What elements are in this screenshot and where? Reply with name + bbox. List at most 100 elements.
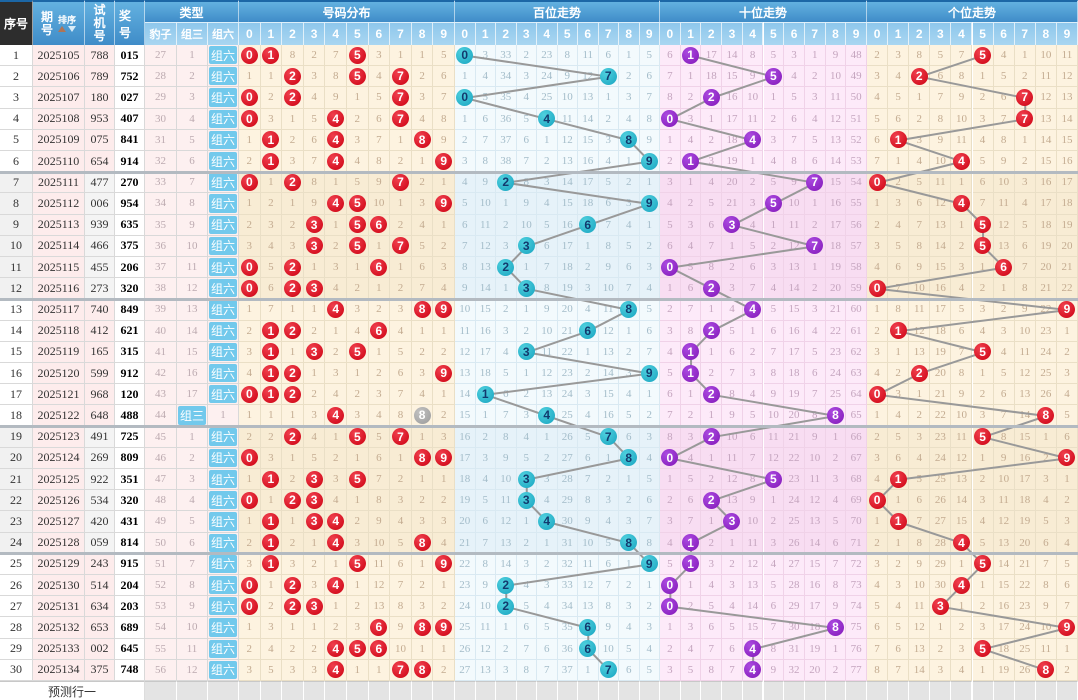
shi-cell: 9 xyxy=(763,384,785,406)
dist-cell: 1 xyxy=(325,596,347,618)
ge-cell: 0 xyxy=(867,278,889,300)
bai-cell: 7 xyxy=(516,151,537,173)
shi-cell: 20 xyxy=(722,172,743,194)
ge-hit-circle: 4 xyxy=(952,576,970,594)
ge-cell: 3 xyxy=(867,553,889,575)
dist-cell: 6 xyxy=(368,320,391,342)
dist-cell: 9 xyxy=(390,617,412,639)
prize-no-cell: 814 xyxy=(115,532,145,554)
ge-cell: 3 xyxy=(1056,363,1078,385)
bai-cell: 2 xyxy=(537,447,558,469)
shi-cell: 77 xyxy=(846,659,867,681)
baozi-miss-cell: 38 xyxy=(145,278,177,300)
dist-hit-circle: 5 xyxy=(348,343,366,361)
zu3-cell: 8 xyxy=(177,193,208,215)
ge-cell: 5 xyxy=(993,66,1015,88)
dist-cell: 2 xyxy=(411,66,434,88)
dist-cell: 2 xyxy=(303,384,326,406)
digit-header: 4 xyxy=(325,22,347,45)
dist-cell: 1 xyxy=(325,320,347,342)
shi-cell: 7 xyxy=(784,129,805,151)
predict-empty-cell xyxy=(804,681,826,700)
dist-hit-circle: 3 xyxy=(305,279,323,297)
bai-hit-circle: 6 xyxy=(579,216,597,234)
ge-cell: 18 xyxy=(993,638,1015,660)
block-separator xyxy=(0,552,1078,556)
shi-cell: 15 xyxy=(742,617,764,639)
shi-hit-circle: 1 xyxy=(682,343,700,361)
test-no-cell: 634 xyxy=(85,596,115,618)
baozi-miss-cell: 27 xyxy=(145,45,177,67)
bai-cell: 3 xyxy=(619,511,640,533)
ge-cell: 11 xyxy=(951,426,973,448)
bai-cell: 10 xyxy=(455,299,476,321)
zu6-type-chip: 组六 xyxy=(209,258,237,277)
shi-cell: 5 xyxy=(722,320,743,342)
bai-cell: 15 xyxy=(557,193,578,215)
bai-cell: 1 xyxy=(639,214,660,236)
ge-cell: 19 xyxy=(1035,235,1057,257)
period-cell: 2025119 xyxy=(33,341,85,363)
shi-cell: 1 xyxy=(660,617,681,639)
shi-cell: 5 xyxy=(742,405,764,427)
prize-no-cell: 407 xyxy=(115,108,145,130)
predict-empty-cell xyxy=(825,681,847,700)
zu3-cell: 17 xyxy=(177,384,208,406)
bai-cell: 3 xyxy=(598,129,619,151)
bai-cell: 6 xyxy=(619,659,640,681)
shi-cell: 8 xyxy=(825,575,847,597)
bai-cell: 8 xyxy=(496,426,517,448)
dist-cell: 3 xyxy=(433,257,455,279)
ge-cell: 4 xyxy=(951,659,973,681)
sort-control[interactable]: 排序 xyxy=(57,15,76,32)
ge-cell: 5 xyxy=(909,469,931,491)
test-no-cell: 269 xyxy=(85,447,115,469)
shi-cell: 18 xyxy=(784,363,805,385)
sort-desc-icon[interactable] xyxy=(67,25,76,32)
sort-asc-icon[interactable] xyxy=(57,25,66,32)
dist-cell: 3 xyxy=(411,193,434,215)
bai-cell: 23 xyxy=(455,575,476,597)
dist-cell: 1 xyxy=(325,172,347,194)
ge-cell: 6 xyxy=(1056,426,1078,448)
dist-cell: 3 xyxy=(411,511,434,533)
ge-cell: 3 xyxy=(1014,172,1036,194)
bai-cell: 4 xyxy=(455,172,476,194)
ge-hit-circle: 5 xyxy=(974,216,992,234)
dist-cell: 7 xyxy=(390,66,412,88)
shi-cell: 58 xyxy=(846,257,867,279)
period-cell: 2025111 xyxy=(33,172,85,194)
shi-cell: 2 xyxy=(660,490,681,512)
ge-cell: 7 xyxy=(951,341,973,363)
ge-cell: 6 xyxy=(1014,235,1036,257)
ge-hit-circle: 0 xyxy=(868,173,886,191)
seq-cell: 28 xyxy=(0,617,33,639)
predict-empty-cell xyxy=(598,681,619,700)
baozi-miss-cell: 28 xyxy=(145,66,177,88)
ge-hit-circle: 6 xyxy=(995,258,1013,276)
dist-cell: 4 xyxy=(325,129,347,151)
dist-cell: 2 xyxy=(282,532,304,554)
bai-cell: 1 xyxy=(578,341,599,363)
dist-cell: 1 xyxy=(390,129,412,151)
ge-cell: 1 xyxy=(951,596,973,618)
baozi-miss-cell: 39 xyxy=(145,299,177,321)
shi-cell: 17 xyxy=(804,596,826,618)
digit-header: 7 xyxy=(804,22,826,45)
zu3-cell: 1 xyxy=(177,426,208,448)
test-no-cell: 412 xyxy=(85,320,115,342)
shi-hit-circle: 2 xyxy=(702,279,720,297)
sort-icons[interactable] xyxy=(57,25,76,32)
test-no-cell: 788 xyxy=(85,45,115,67)
bai-cell: 1 xyxy=(619,469,640,491)
test-no-cell: 075 xyxy=(85,129,115,151)
digit-header: 3 xyxy=(516,22,537,45)
shi-cell: 69 xyxy=(846,490,867,512)
dist-cell: 1 xyxy=(282,341,304,363)
ge-cell: 3 xyxy=(888,575,910,597)
bai-cell: 7 xyxy=(455,235,476,257)
seq-cell: 25 xyxy=(0,553,33,575)
bai-cell: 4 xyxy=(639,638,660,660)
bai-cell: 12 xyxy=(475,638,496,660)
shi-cell: 21 xyxy=(722,193,743,215)
